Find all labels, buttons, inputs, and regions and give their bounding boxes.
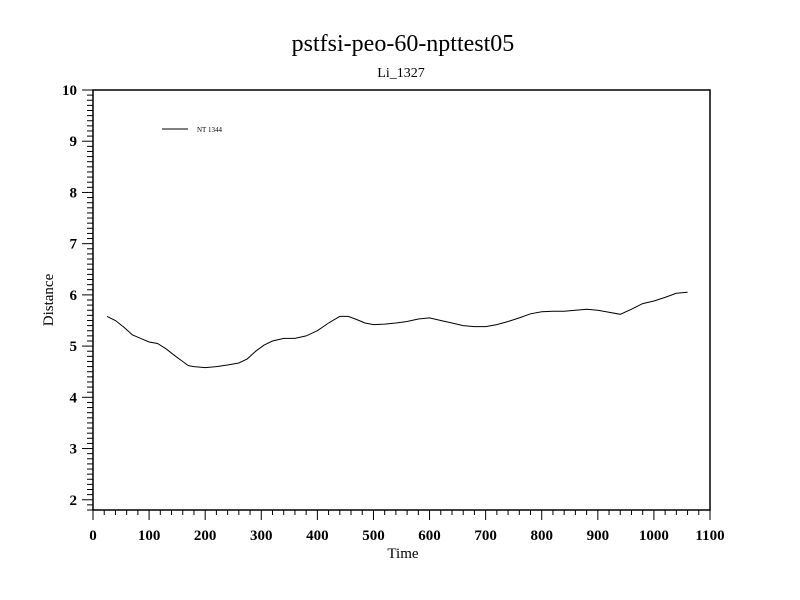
y-tick-label: 10: [62, 83, 77, 99]
x-tick-label: 500: [362, 528, 385, 544]
plot-frame: [92, 89, 711, 511]
legend: NT 1344: [162, 126, 222, 134]
x-tick-label: 700: [474, 528, 497, 544]
x-tick-label: 1100: [695, 528, 724, 544]
series-line: [106, 291, 688, 369]
x-tick-label: 100: [138, 528, 161, 544]
y-tick-label: 4: [70, 390, 78, 406]
x-tick-label: 300: [250, 528, 273, 544]
y-tick-label: 2: [70, 493, 78, 509]
y-tick-label: 5: [70, 339, 78, 355]
legend-label: NT 1344: [197, 126, 222, 134]
x-tick-label: 900: [587, 528, 610, 544]
chart-subtitle: Li_1327: [377, 66, 424, 81]
x-tick-label: 800: [530, 528, 553, 544]
series-layer: [106, 291, 688, 369]
y-tick-label: 6: [70, 288, 78, 304]
y-tick-label: 9: [70, 134, 78, 150]
y-tick-label: 8: [70, 185, 78, 201]
y-axis-label: Distance: [41, 273, 57, 326]
y-tick-label: 3: [70, 442, 78, 458]
x-tick-label: 0: [89, 528, 97, 544]
x-tick-label: 1000: [639, 528, 669, 544]
x-axis: 0 100 200 300 400 500 600 700 800 900 1000 1100: [89, 510, 725, 544]
x-axis-label: Time: [387, 546, 418, 562]
y-tick-label: 7: [70, 237, 78, 253]
x-tick-label: 200: [194, 528, 217, 544]
chart-title: pstfsi-peo-60-npttest05: [292, 31, 515, 57]
x-tick-label: 600: [418, 528, 441, 544]
x-tick-label: 400: [306, 528, 329, 544]
y-axis: 2 3 4 5 6 7 8 9 10: [62, 83, 93, 511]
